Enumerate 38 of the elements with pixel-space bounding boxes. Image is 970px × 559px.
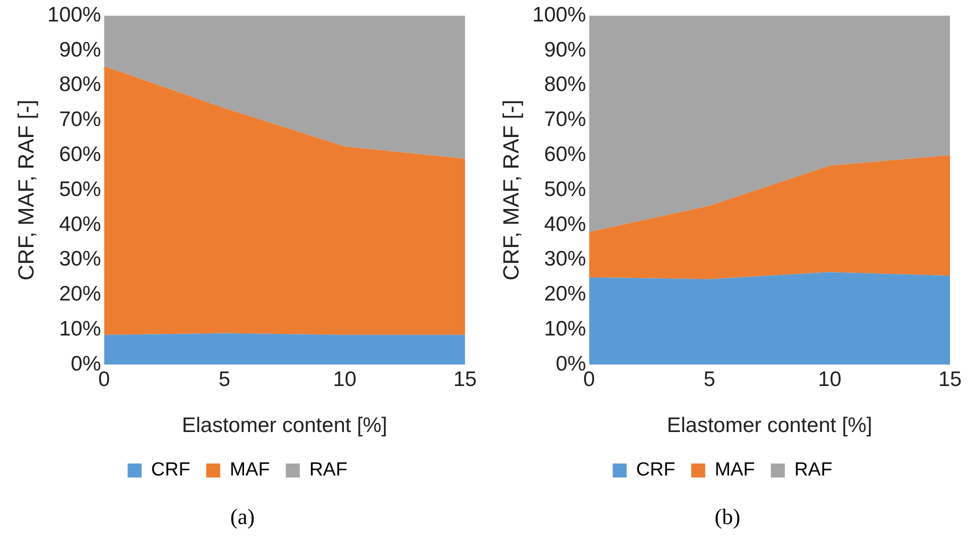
text: (a) [229, 504, 256, 530]
legend-label: RAF [794, 460, 832, 481]
y-tick-label: 50% [59, 178, 102, 201]
legend-label: MAF [714, 460, 755, 481]
y-tick-label: 30% [544, 248, 586, 271]
y-tick-label: 80% [59, 73, 102, 96]
x-tick-label: 5 [218, 368, 230, 391]
y-tick-label: 20% [544, 282, 586, 306]
y-tick-label: 40% [59, 212, 102, 236]
x-axis-title: Elastomer content [%] [182, 414, 388, 438]
y-axis-title: CRF, MAF, RAF [-] [13, 100, 38, 281]
legend-label: CRF [151, 460, 190, 481]
y-tick-label: 60% [59, 142, 102, 166]
y-tick-label: 40% [544, 212, 586, 236]
y-tick-label: 60% [544, 142, 586, 166]
y-axis-title: CRF, MAF, RAF [-] [498, 100, 524, 281]
x-tick-label: 10 [818, 368, 842, 391]
legend-label: RAF [309, 460, 348, 481]
y-tick-label: 70% [59, 108, 102, 132]
text: (b) [714, 504, 742, 530]
x-axis-title: Elastomer content [%] [666, 414, 872, 438]
y-tick-label: 30% [59, 248, 102, 271]
y-tick-label: 70% [544, 108, 586, 132]
y-tick-label: 20% [59, 282, 102, 306]
y-tick-label: 100% [532, 3, 586, 26]
y-tick-label: 90% [544, 38, 586, 62]
y-tick-label: 100% [47, 3, 102, 26]
x-tick-label: 15 [453, 368, 477, 391]
x-tick-label: 5 [704, 368, 716, 391]
legend-label: CRF [636, 460, 676, 481]
y-tick-label: 50% [544, 178, 586, 201]
x-tick-label: 10 [333, 368, 356, 391]
legend-label: MAF [230, 460, 270, 481]
y-tick-label: 10% [59, 317, 102, 340]
y-tick-label: 90% [59, 38, 102, 62]
y-tick-label: 80% [544, 73, 586, 96]
x-tick-label: 15 [938, 368, 962, 391]
y-tick-label: 10% [544, 317, 586, 340]
